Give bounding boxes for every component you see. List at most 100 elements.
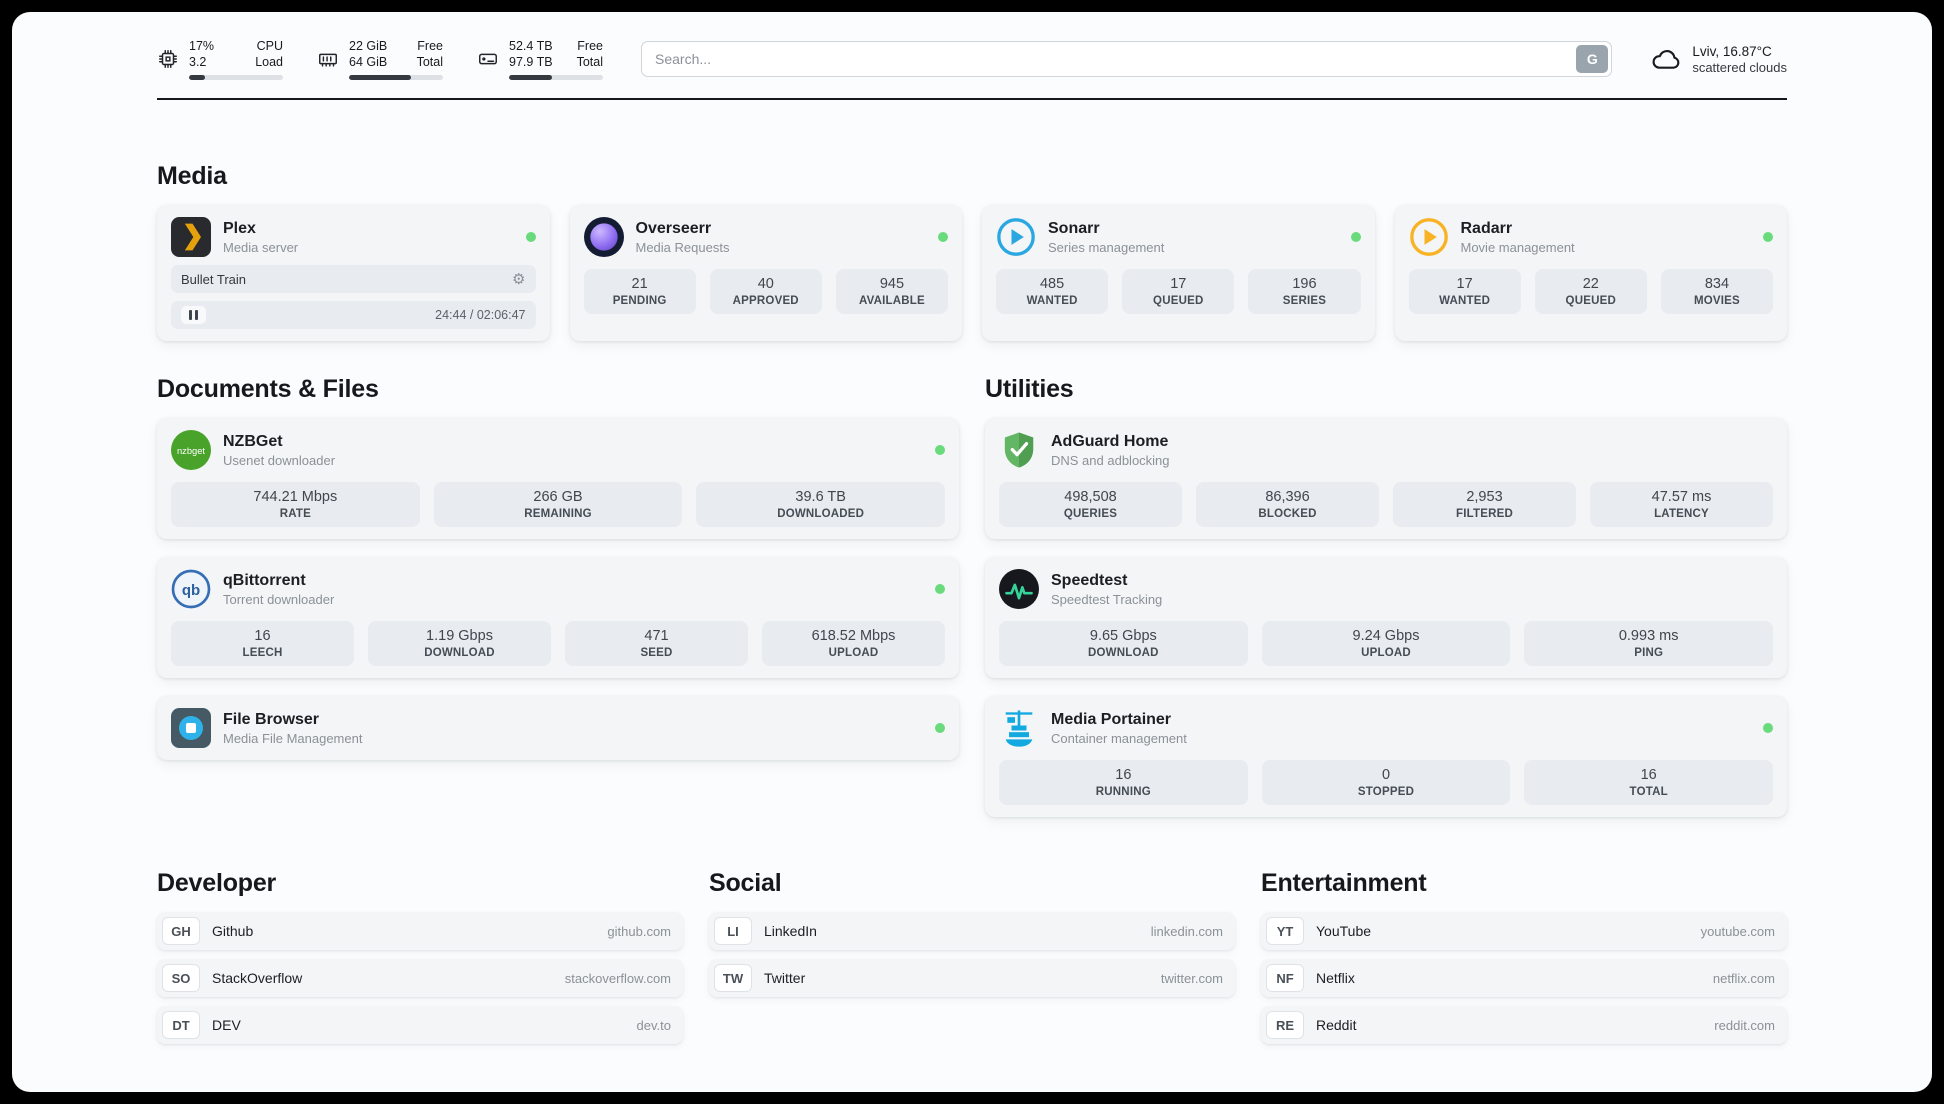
- stat-value: 0.993 ms: [1618, 628, 1679, 644]
- memory-total-label: Total: [416, 55, 443, 69]
- filebrowser-status-dot: [935, 723, 945, 733]
- stat-tile-download: 9.65 Gbps DOWNLOAD: [999, 621, 1248, 666]
- sonarr-name: Sonarr: [1048, 220, 1100, 237]
- search-engine-button[interactable]: G: [1576, 45, 1609, 73]
- system-metrics: 17% CPU 3.2 Load 22 GiB Free 64 GiB Total: [157, 38, 603, 80]
- portainer-icon: [999, 708, 1039, 748]
- filebrowser-meta: File Browser Media File Management: [223, 710, 362, 746]
- stat-value: 266 GB: [533, 489, 583, 505]
- stat-tile-queued: 17 QUEUED: [1122, 269, 1235, 314]
- plex-card-header: Plex Media server: [171, 217, 536, 257]
- section-media: Media Plex Media server Bullet Train ⚙︎: [157, 162, 1787, 341]
- radarr-description: Movie management: [1460, 240, 1575, 255]
- utilities-cards: AdGuard Home DNS and adblocking 498,508 Q…: [985, 418, 1787, 817]
- stat-label: DOWNLOAD: [1088, 647, 1159, 659]
- qbittorrent-status-dot: [935, 584, 945, 594]
- plex-status-dot: [525, 232, 536, 242]
- plex-meta: Plex Media server: [223, 219, 298, 255]
- app-card-filebrowser[interactable]: File Browser Media File Management: [157, 696, 959, 760]
- portainer-status-dot: [1763, 723, 1773, 733]
- stat-label: DOWNLOAD: [424, 647, 495, 659]
- reddit-name: Reddit: [1316, 1017, 1357, 1033]
- dev-name: DEV: [212, 1017, 241, 1033]
- pause-button[interactable]: [181, 306, 206, 324]
- cpu-progress-fill: [189, 75, 205, 80]
- stackoverflow-abbr-badge: SO: [162, 964, 200, 992]
- overseerr-status-dot: [938, 232, 948, 242]
- nzbget-stats: 744.21 Mbps RATE 266 GB REMAINING 39.6 TB D…: [171, 482, 946, 527]
- stat-tile-available: 945 AVAILABLE: [835, 269, 949, 314]
- cpu-load-value: 3.2: [189, 55, 207, 69]
- app-card-plex[interactable]: Plex Media server Bullet Train ⚙︎ 24:44 …: [157, 205, 550, 341]
- stat-value: 17: [1456, 276, 1473, 292]
- app-card-nzbget[interactable]: nzbget NZBGet Usenet downloader 744.21 M…: [157, 418, 959, 539]
- app-card-qbittorrent[interactable]: qb qBittorrent Torrent downloader 16 LEEC…: [157, 557, 959, 678]
- cloud-icon: [1650, 43, 1682, 75]
- reddit-url: reddit.com: [1714, 1017, 1775, 1033]
- bookmark-item-dev[interactable]: DT DEV dev.to: [157, 1006, 683, 1044]
- plex-description: Media server: [223, 240, 299, 255]
- bookmark-item-reddit[interactable]: RE Reddit reddit.com: [1261, 1006, 1787, 1044]
- app-card-radarr[interactable]: Radarr Movie management 17 WANTED 22 QUEUE…: [1394, 205, 1787, 341]
- app-card-sonarr[interactable]: Sonarr Series management 485 WANTED 17 QUE…: [982, 205, 1375, 341]
- adguard-stats: 498,508 QUERIES 86,396 BLOCKED 2,953 FILTER…: [999, 482, 1773, 527]
- cpu-progress-bar: [189, 75, 283, 80]
- bookmark-item-stackoverflow[interactable]: SO StackOverflow stackoverflow.com: [157, 959, 683, 997]
- weather-widget: Lviv, 16.87°C scattered clouds: [1650, 43, 1787, 76]
- stat-tile-seed: 471 SEED: [565, 621, 748, 666]
- header-divider: [157, 98, 1787, 100]
- stat-value: 39.6 TB: [795, 489, 846, 505]
- app-card-speedtest[interactable]: Speedtest Speedtest Tracking 9.65 Gbps DO…: [985, 557, 1787, 678]
- app-card-adguard[interactable]: AdGuard Home DNS and adblocking 498,508 Q…: [985, 418, 1787, 539]
- qbittorrent-icon: qb: [171, 569, 211, 609]
- adguard-card-header: AdGuard Home DNS and adblocking: [999, 430, 1773, 470]
- qbittorrent-description: Torrent downloader: [223, 592, 335, 607]
- youtube-abbr-badge: YT: [1266, 917, 1304, 945]
- app-card-overseerr[interactable]: Overseerr Media Requests 21 PENDING 40 APP…: [569, 205, 962, 341]
- weather-text: Lviv, 16.87°C scattered clouds: [1692, 43, 1787, 76]
- app-card-portainer[interactable]: Media Portainer Container management 16 R…: [985, 696, 1787, 817]
- adguard-description: DNS and adblocking: [1051, 453, 1170, 468]
- bookmark-item-youtube[interactable]: YT YouTube youtube.com: [1261, 912, 1787, 950]
- stat-label: RUNNING: [1095, 786, 1151, 798]
- weather-condition: scattered clouds: [1692, 59, 1787, 75]
- stat-label: DOWNLOADED: [777, 508, 865, 520]
- top-bar: 17% CPU 3.2 Load 22 GiB Free 64 GiB Total: [157, 38, 1787, 80]
- stat-label: APPROVED: [732, 295, 799, 307]
- cpu-usage-value: 17%: [189, 39, 215, 53]
- dashboard-content: 17% CPU 3.2 Load 22 GiB Free 64 GiB Total: [157, 38, 1787, 1053]
- stat-tile-wanted: 17 WANTED: [1408, 269, 1521, 314]
- stat-label: WANTED: [1439, 295, 1491, 307]
- bookmark-item-twitter[interactable]: TW Twitter twitter.com: [709, 959, 1235, 997]
- stat-label: LEECH: [242, 647, 283, 659]
- nzbget-icon-text: nzbget: [177, 446, 205, 456]
- stat-label: PING: [1634, 647, 1664, 659]
- stat-value: 16: [254, 628, 271, 644]
- stat-label: QUEUED: [1565, 295, 1616, 307]
- qbittorrent-meta: qBittorrent Torrent downloader: [223, 571, 334, 607]
- stat-label: LATENCY: [1654, 508, 1709, 520]
- section-title-utilities: Utilities: [985, 375, 1074, 403]
- github-name: Github: [212, 923, 254, 939]
- speedtest-stats: 9.65 Gbps DOWNLOAD 9.24 Gbps UPLOAD 0.993 …: [999, 621, 1774, 666]
- stat-value: 196: [1292, 276, 1317, 292]
- disk-free-label: Free: [577, 39, 603, 53]
- netflix-abbr-badge: NF: [1266, 964, 1304, 992]
- qbittorrent-name: qBittorrent: [223, 572, 306, 589]
- stat-tile-blocked: 86,396 BLOCKED: [1196, 482, 1379, 527]
- bookmark-item-netflix[interactable]: NF Netflix netflix.com: [1261, 959, 1787, 997]
- sonarr-status-dot: [1350, 232, 1361, 242]
- search-input[interactable]: [641, 41, 1613, 77]
- radarr-meta: Radarr Movie management: [1461, 219, 1575, 255]
- middle-columns: Documents & Files nzbget NZBGet Usenet d…: [157, 375, 1787, 817]
- portainer-description: Container management: [1051, 731, 1187, 746]
- stat-label: PENDING: [612, 295, 667, 307]
- section-title-documents: Documents & Files: [157, 375, 379, 403]
- player-settings-gear-icon[interactable]: ⚙︎: [512, 270, 526, 288]
- stat-label: RATE: [279, 508, 311, 520]
- memory-total-value: 64 GiB: [349, 55, 388, 69]
- bookmark-item-linkedin[interactable]: LI LinkedIn linkedin.com: [709, 912, 1235, 950]
- stat-value: 40: [757, 276, 774, 292]
- bookmark-item-github[interactable]: GH Github github.com: [157, 912, 683, 950]
- cpu-metric-body: 17% CPU 3.2 Load: [189, 38, 283, 80]
